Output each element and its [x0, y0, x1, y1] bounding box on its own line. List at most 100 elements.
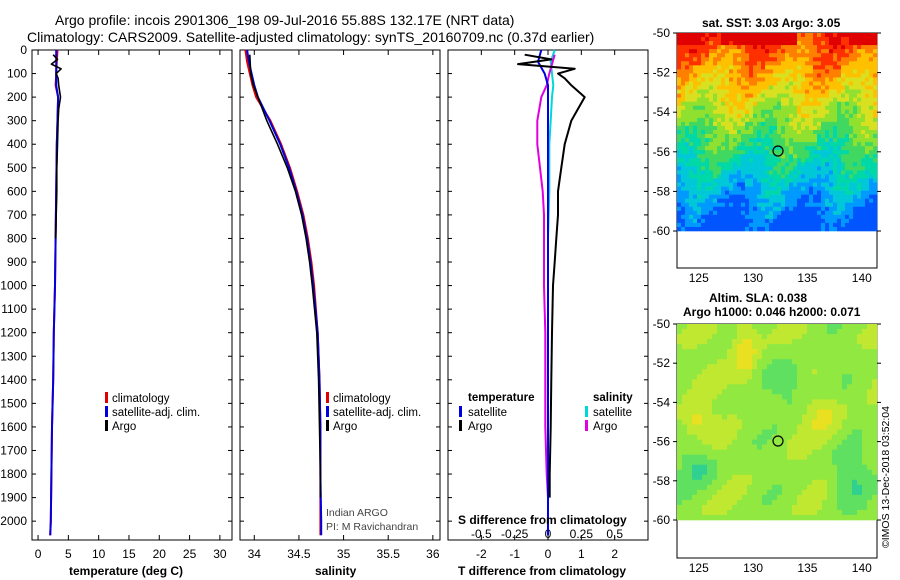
sla-cell	[837, 439, 843, 445]
sla-cell	[712, 364, 718, 370]
sst-cell	[849, 113, 854, 119]
sla-cell	[707, 489, 713, 496]
sst-cell	[729, 218, 734, 224]
sst-cell	[821, 41, 826, 46]
sst-cell	[753, 226, 758, 232]
sst-cell	[701, 166, 706, 171]
sst-cell	[705, 69, 710, 74]
sla-cell	[847, 379, 853, 385]
sla-cell	[772, 479, 778, 486]
sst-cell	[869, 33, 874, 38]
sst-cell	[849, 85, 854, 90]
sla-cell	[732, 474, 738, 481]
sst-cell	[841, 138, 846, 143]
sst-cell	[741, 117, 746, 123]
sst-cell	[833, 89, 838, 94]
sla-cell	[722, 494, 728, 501]
sst-cell	[813, 69, 818, 74]
sst-cell	[749, 117, 754, 123]
sst-cell	[873, 174, 878, 179]
sst-cell	[737, 121, 742, 127]
sla-cell	[857, 514, 863, 521]
sst-cell	[773, 117, 778, 123]
sst-cell	[869, 174, 874, 179]
sst-cell	[817, 206, 822, 212]
sst-cell	[689, 206, 694, 212]
sst-cell	[701, 125, 706, 131]
sst-cell	[769, 93, 774, 98]
sst-cell	[697, 186, 702, 191]
sst-cell	[777, 222, 782, 228]
sst-cell	[809, 97, 814, 102]
sst-cell	[721, 53, 726, 58]
sst-cell	[749, 174, 754, 179]
sla-cell	[757, 349, 763, 355]
sst-cell	[777, 158, 782, 163]
sst-cell	[765, 105, 770, 111]
sla-cell	[797, 469, 803, 476]
sla-cell	[762, 394, 768, 400]
sla-cell	[722, 429, 728, 435]
sst-cell	[737, 81, 742, 86]
sla-cell	[777, 484, 783, 491]
sst-cell	[789, 117, 794, 123]
sst-cell	[697, 154, 702, 159]
sst-cell	[757, 93, 762, 98]
sla-cell	[717, 389, 723, 395]
sst-cell	[865, 93, 870, 98]
sst-cell	[801, 121, 806, 127]
sst-cell	[689, 186, 694, 191]
sla-cell	[747, 439, 753, 445]
sla-cell	[717, 409, 723, 415]
sla-cell	[847, 349, 853, 355]
sst-cell	[725, 222, 730, 228]
sst-cell	[729, 222, 734, 228]
sst-cell	[741, 109, 746, 115]
sst-cell	[761, 121, 766, 127]
sla-cell	[697, 494, 703, 501]
sst-cell	[725, 226, 730, 232]
sla-cell	[782, 364, 788, 370]
sst-cell	[753, 101, 758, 107]
sst-cell	[701, 85, 706, 90]
sla-cell	[702, 334, 708, 340]
sst-cell	[757, 129, 762, 135]
sst-cell	[725, 109, 730, 115]
sla-cell	[797, 384, 803, 390]
sst-cell	[725, 41, 730, 46]
sst-cell	[861, 77, 866, 82]
lon-tick-label: 125	[689, 271, 709, 285]
sla-cell	[732, 344, 738, 350]
sst-cell	[681, 93, 686, 98]
sst-cell	[769, 138, 774, 143]
sla-cell	[697, 479, 703, 486]
sla-cell	[722, 339, 728, 345]
sst-cell	[793, 170, 798, 175]
sst-cell	[793, 77, 798, 82]
sst-cell	[733, 101, 738, 107]
sst-cell	[741, 174, 746, 179]
sla-cell	[772, 374, 778, 380]
sla-cell	[802, 474, 808, 481]
sst-cell	[817, 61, 822, 66]
sst-cell	[713, 194, 718, 199]
sla-cell	[802, 479, 808, 486]
sla-cell	[762, 339, 768, 345]
sst-cell	[737, 113, 742, 119]
sst-cell	[757, 73, 762, 78]
sst-cell	[745, 142, 750, 147]
sst-cell	[801, 117, 806, 123]
sst-cell	[749, 121, 754, 127]
sst-cell	[745, 113, 750, 119]
sst-cell	[741, 129, 746, 135]
sst-cell	[685, 85, 690, 90]
sst-cell	[685, 154, 690, 159]
sst-cell	[873, 202, 878, 208]
sst-cell	[741, 170, 746, 175]
sst-cell	[805, 142, 810, 147]
sst-cell	[685, 162, 690, 167]
sst-cell	[701, 222, 706, 228]
sst-cell	[681, 33, 686, 38]
sst-cell	[781, 129, 786, 135]
sst-cell	[677, 206, 682, 212]
